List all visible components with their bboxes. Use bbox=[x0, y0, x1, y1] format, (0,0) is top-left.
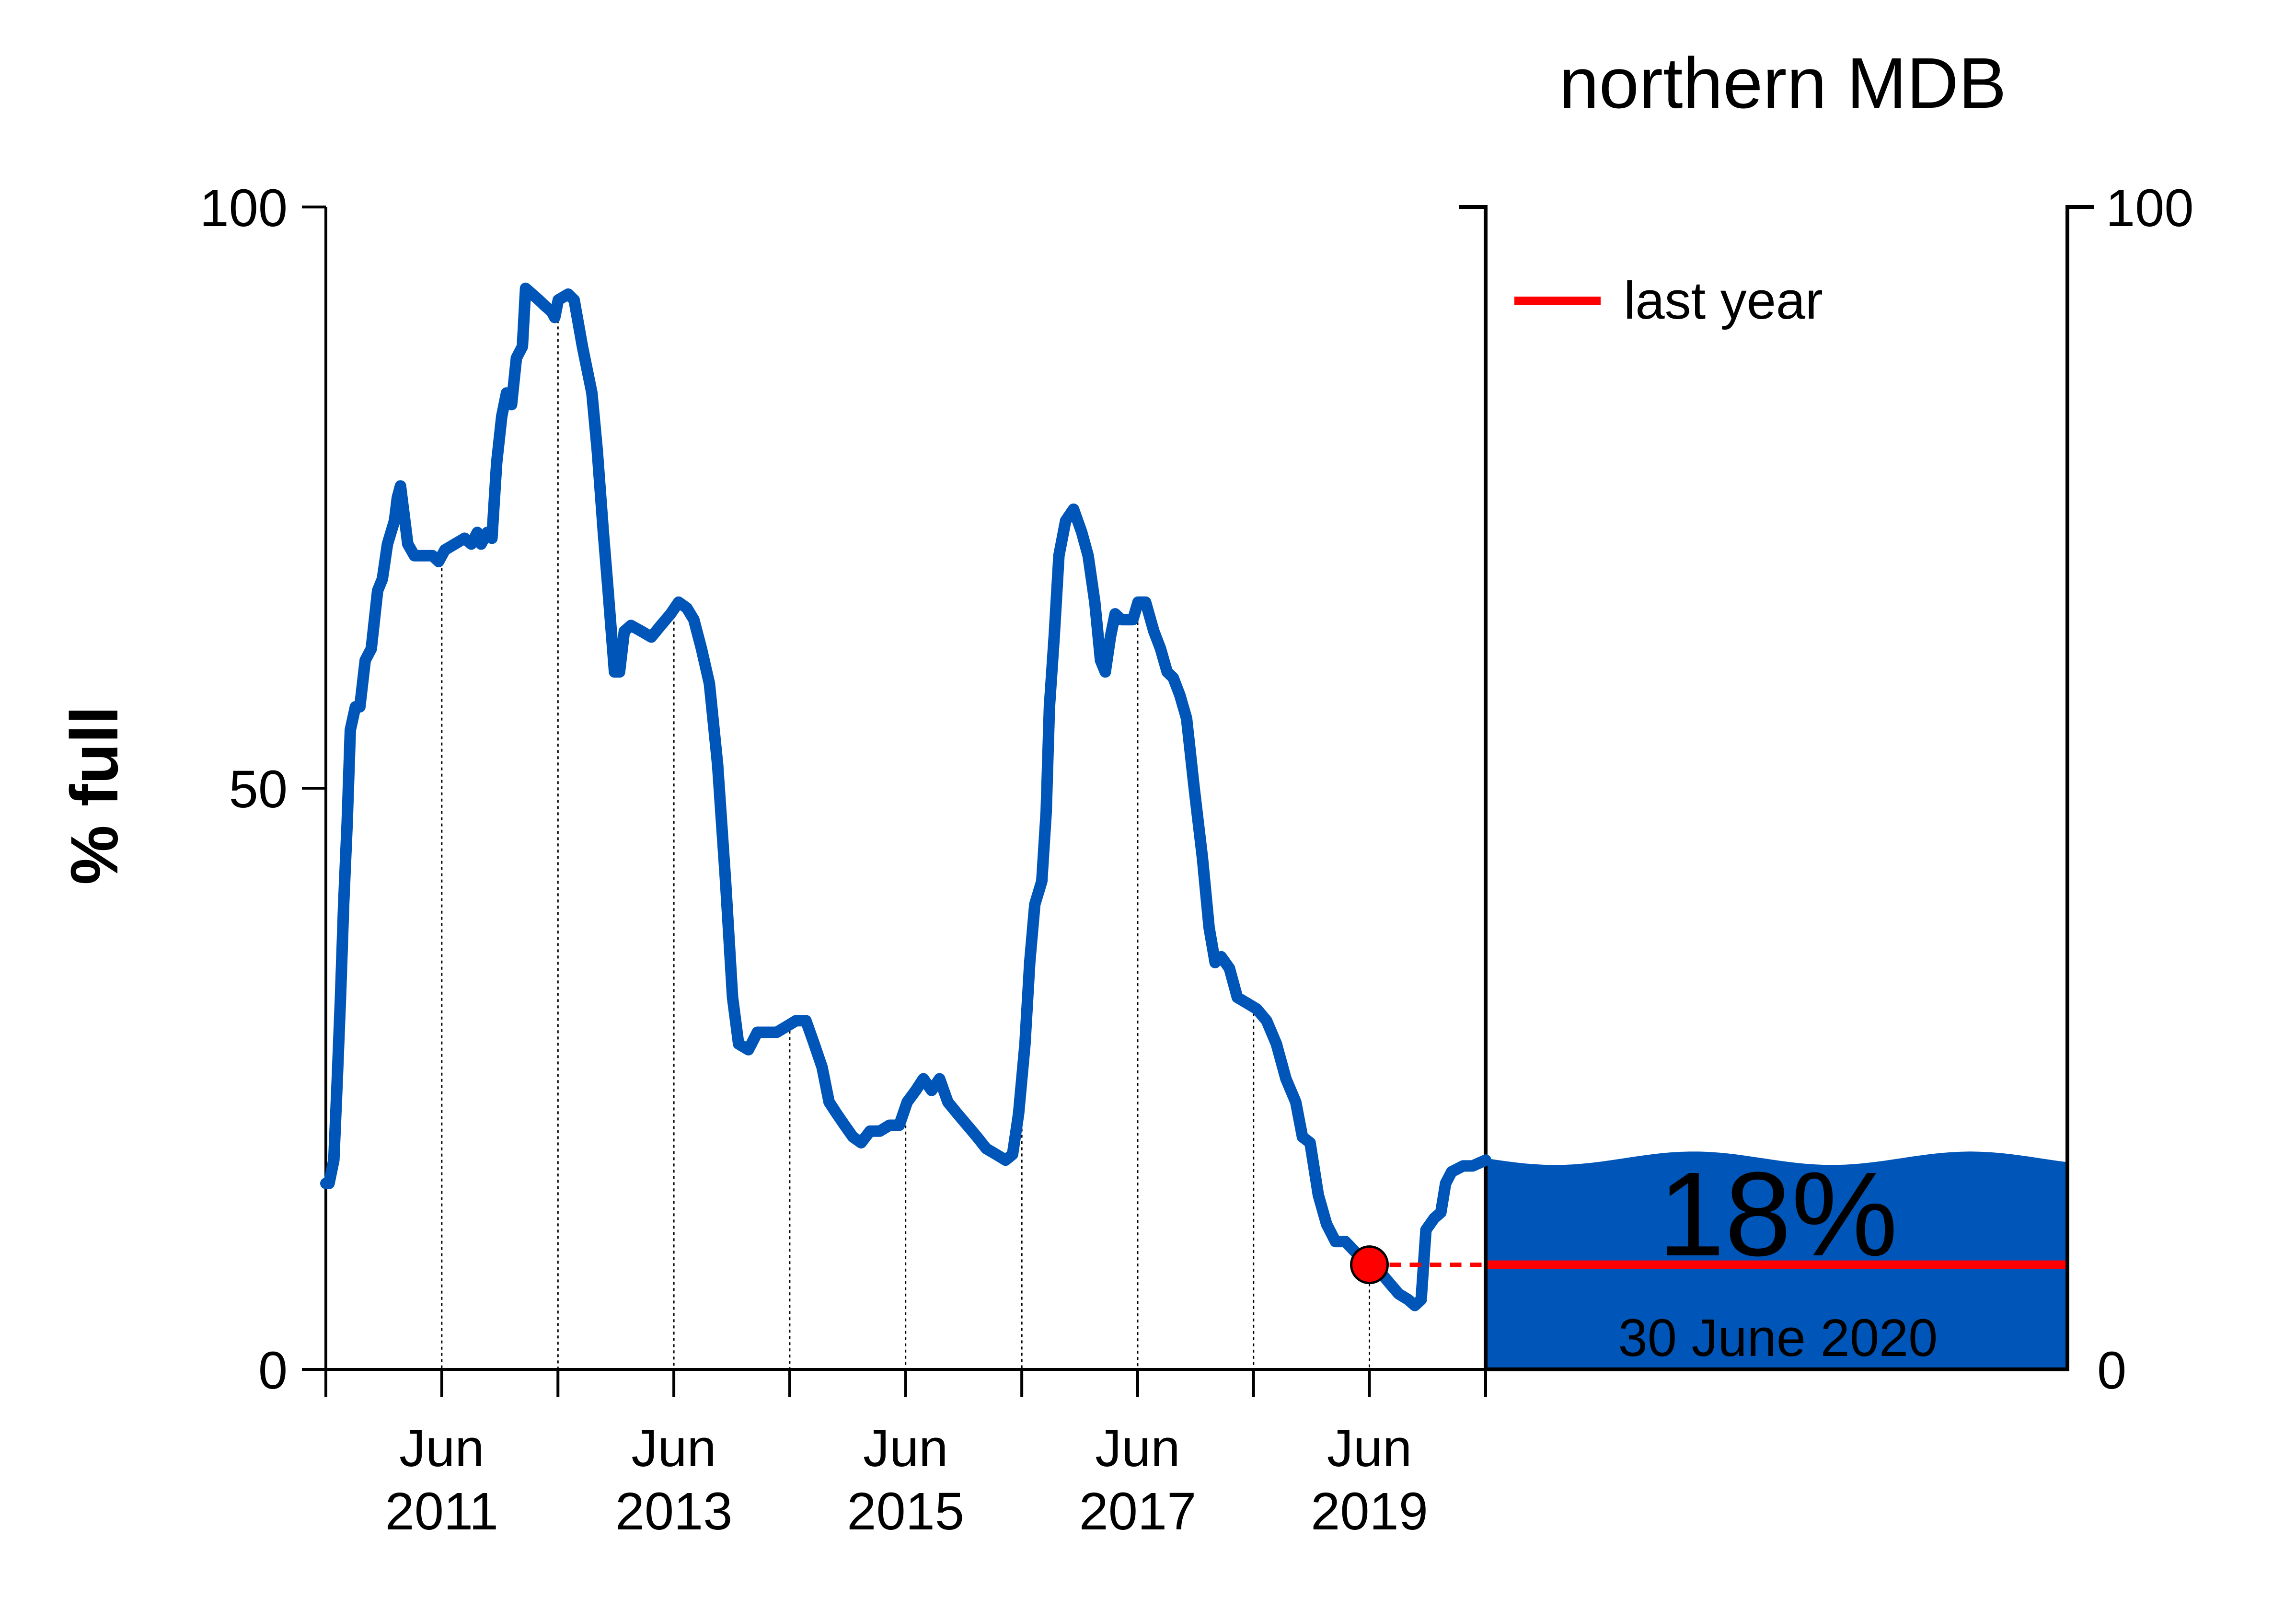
vertical-guide-lines bbox=[441, 301, 1371, 1369]
y-tick-label: 100 bbox=[199, 179, 288, 238]
gauge-tick-label: 100 bbox=[2106, 179, 2194, 238]
last-year-marker bbox=[1350, 1245, 1389, 1285]
gauge-tick-label: 0 bbox=[2097, 1341, 2126, 1400]
x-tick-label-month: Jun bbox=[399, 1419, 484, 1478]
y-tick-label: 0 bbox=[258, 1341, 288, 1400]
gauge-value-label: 18% bbox=[1658, 1147, 1898, 1281]
y-axis-label: % full bbox=[57, 706, 132, 884]
x-tick-label-month: Jun bbox=[631, 1419, 716, 1478]
x-tick-label-year: 2019 bbox=[1311, 1482, 1428, 1541]
y-ticks: 0 50 100 bbox=[199, 179, 326, 1400]
y-tick-label: 50 bbox=[229, 760, 288, 819]
gauge-water-fill bbox=[1486, 1151, 2067, 1369]
x-tick-label-month: Jun bbox=[1327, 1419, 1412, 1478]
legend: last year bbox=[1514, 271, 1823, 330]
x-tick-label-year: 2015 bbox=[847, 1482, 964, 1541]
x-tick-label-year: 2017 bbox=[1079, 1482, 1197, 1541]
x-tick-label-month: Jun bbox=[1095, 1419, 1180, 1478]
legend-last-year-label: last year bbox=[1624, 271, 1823, 330]
storage-series-line bbox=[320, 282, 1491, 1311]
chart-title: northern MDB bbox=[1559, 43, 2007, 123]
storage-gauge: 18% 30 June 2020 0 100 bbox=[1459, 179, 2194, 1400]
gauge-date-label: 30 June 2020 bbox=[1618, 1309, 1938, 1367]
x-tick-label-year: 2013 bbox=[615, 1482, 733, 1541]
x-tick-label-month: Jun bbox=[863, 1419, 948, 1478]
x-tick-label-year: 2011 bbox=[385, 1482, 499, 1541]
gauge-ticks: 0 100 bbox=[2067, 179, 2194, 1400]
